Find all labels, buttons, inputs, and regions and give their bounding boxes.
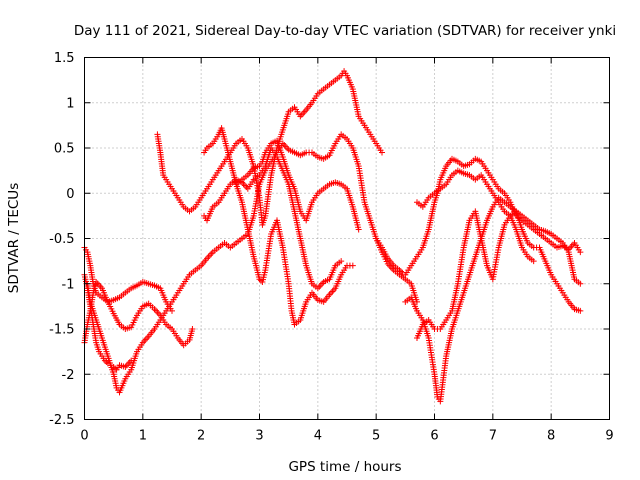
data-point (142, 336, 149, 343)
data-point (103, 359, 110, 366)
data-point (112, 365, 119, 372)
data-point (123, 362, 130, 369)
data-point (530, 258, 537, 265)
x-axis-label: GPS time / hours (288, 459, 401, 475)
data-point (141, 337, 148, 344)
data-point (327, 290, 334, 297)
y-tick-label: -1.5 (49, 323, 74, 338)
data-point (300, 110, 307, 117)
y-tick-label: -2 (62, 368, 75, 383)
y-tick-label: 0.5 (54, 142, 75, 157)
y-tick-label: -2.5 (49, 413, 74, 428)
series-track-7 (201, 145, 345, 292)
x-tick-label: 0 (80, 429, 88, 444)
data-point (144, 334, 151, 341)
data-point (154, 309, 161, 316)
data-point (126, 359, 133, 366)
data-point (282, 143, 289, 150)
data-point (570, 241, 577, 248)
data-point (281, 142, 288, 149)
x-tick-label: 9 (605, 429, 613, 444)
data-point (379, 149, 385, 156)
data-point (155, 310, 162, 317)
x-tick-label: 6 (430, 429, 438, 444)
data-point (577, 280, 584, 287)
series-track-2 (81, 244, 175, 314)
data-point (241, 182, 248, 189)
data-point (206, 252, 213, 259)
y-tick-label: -1 (62, 277, 75, 292)
data-point (355, 226, 362, 233)
chart-title: Day 111 of 2021, Sidereal Day-to-day VTE… (74, 23, 616, 39)
series-track-10 (414, 167, 584, 314)
data-point (152, 307, 159, 314)
data-point (396, 267, 403, 274)
data-point (338, 258, 345, 265)
data-point (301, 108, 308, 115)
plot-frame (84, 57, 610, 420)
series-track-8 (233, 181, 356, 328)
y-tick-label: 0 (66, 187, 74, 202)
x-tick-label: 1 (139, 429, 147, 444)
data-point (189, 326, 196, 332)
x-tick-label: 7 (489, 429, 497, 444)
x-tick-label: 8 (547, 429, 555, 444)
data-point (577, 307, 584, 314)
data-point (397, 268, 404, 275)
series-track-4 (84, 131, 420, 396)
y-tick-label: -0.5 (49, 232, 74, 247)
data-point (329, 288, 336, 295)
x-tick-label: 2 (197, 429, 205, 444)
series-track-9 (373, 155, 584, 278)
data-point (169, 307, 175, 314)
data-point (243, 184, 250, 191)
data-point (298, 111, 305, 118)
x-tick-label: 3 (255, 429, 263, 444)
y-tick-label: 1 (66, 96, 74, 111)
series-track-12 (414, 208, 537, 342)
data-point (205, 253, 212, 260)
y-axis-label: SDTVAR / TECUs (6, 183, 22, 293)
x-tick-label: 4 (314, 429, 322, 444)
data-markers (81, 68, 584, 405)
data-point (349, 262, 356, 269)
x-tick-label: 5 (372, 429, 380, 444)
series-track-1 (81, 278, 196, 349)
data-point (96, 282, 103, 289)
grid-lines (84, 57, 610, 420)
data-point (577, 249, 584, 256)
axis-ticks: 0 1 2 3 4 5 6 7 8 9 -2.5 -2 -1.5 -1 -0.5 0 0.5 1 1.5 (49, 51, 614, 444)
data-point (208, 250, 215, 257)
data-point (316, 283, 323, 290)
y-tick-label: 1.5 (54, 51, 75, 66)
